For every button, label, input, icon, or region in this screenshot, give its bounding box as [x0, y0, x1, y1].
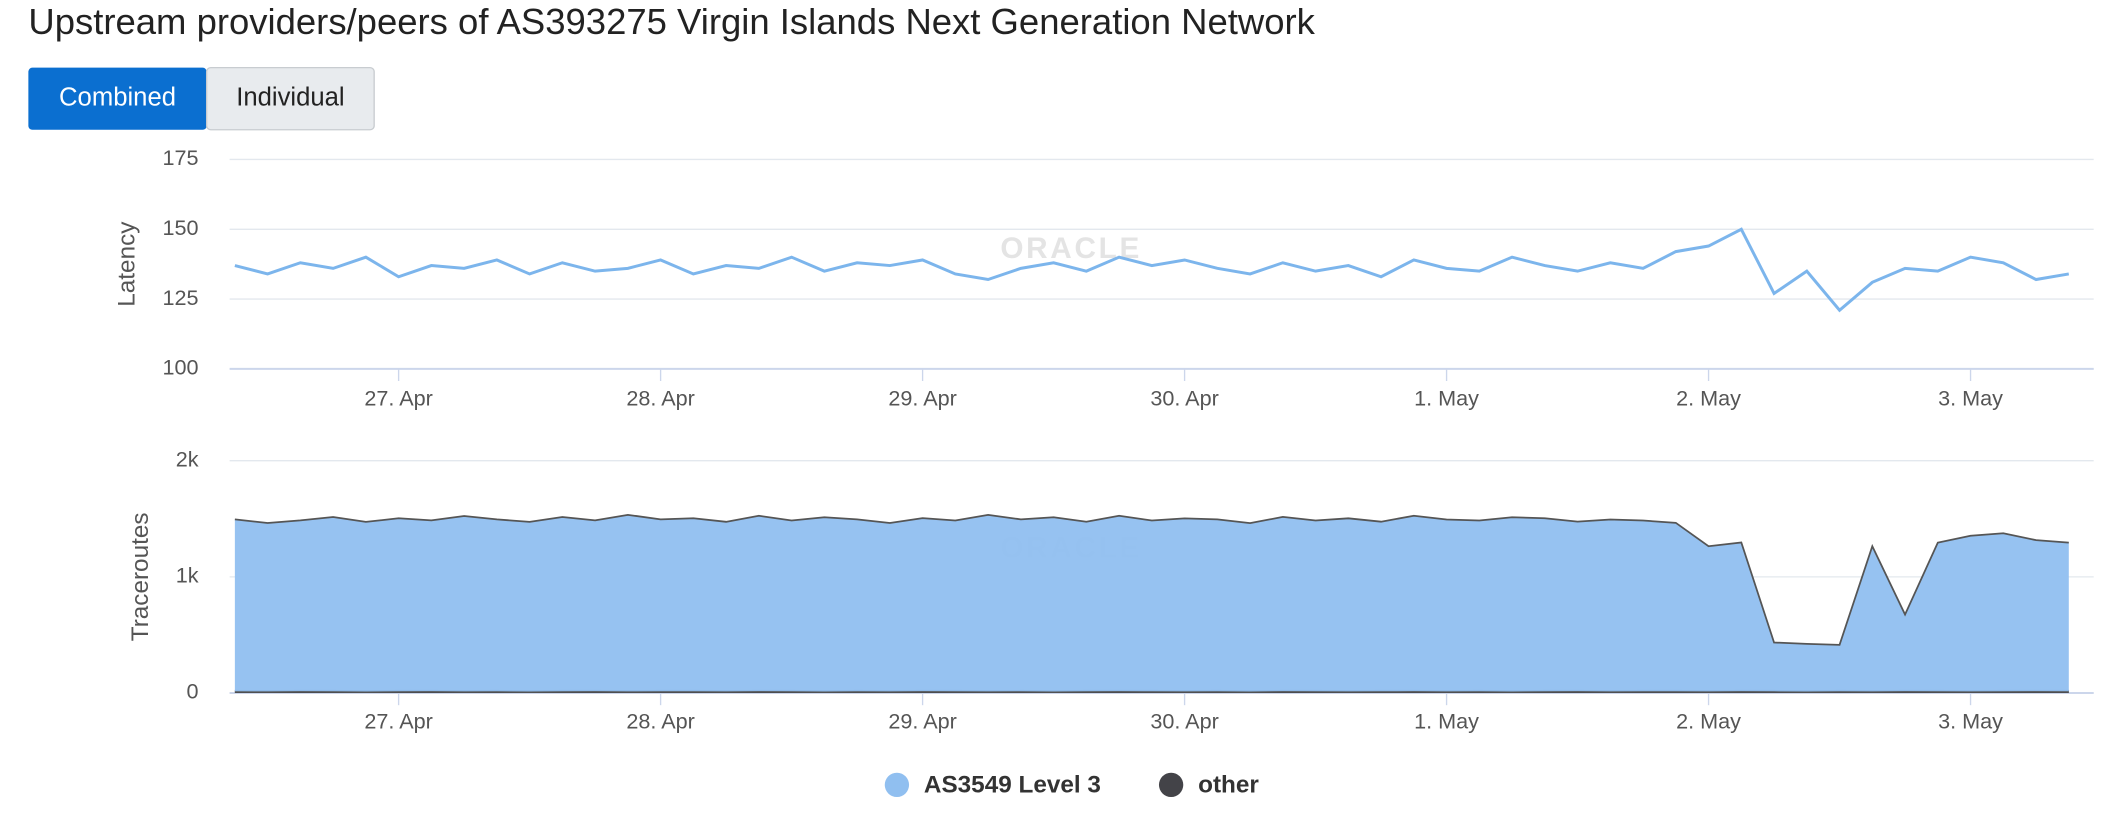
- x-tick-label: 3. May: [1938, 708, 2003, 733]
- x-tick-label: 1. May: [1414, 386, 1479, 411]
- x-tick-label: 2. May: [1676, 708, 1741, 733]
- area: [234, 514, 2069, 692]
- x-tick-label: 30. Apr: [1150, 386, 1218, 411]
- legend-label: other: [1198, 772, 1259, 799]
- y-tick-label: 1k: [176, 563, 199, 588]
- y-axis-title: Traceroutes: [127, 512, 154, 641]
- y-tick-label: 175: [163, 145, 199, 170]
- x-tick-label: 30. Apr: [1150, 708, 1218, 733]
- y-tick-label: 100: [163, 355, 199, 380]
- x-tick-label: 27. Apr: [364, 708, 432, 733]
- y-tick-label: 2k: [176, 446, 199, 471]
- y-tick-label: 0: [187, 679, 199, 704]
- x-tick-label: 29. Apr: [888, 386, 956, 411]
- individual-button[interactable]: [205, 66, 375, 131]
- y-axis-title: Latency: [114, 221, 141, 307]
- area-line: [234, 513, 2069, 646]
- x-tick-label: 27. Apr: [364, 386, 432, 411]
- x-tick-label: 28. Apr: [626, 386, 694, 411]
- combined-label[interactable]: Combined: [59, 83, 176, 111]
- x-tick-label: 28. Apr: [626, 708, 694, 733]
- x-tick-label: 3. May: [1938, 386, 2003, 411]
- watermark: ORACLE: [1000, 232, 1142, 265]
- latency-line: [234, 227, 2070, 313]
- page-title: Upstream providers/peers of AS393275 Vir…: [28, 1, 1315, 42]
- x-tick-label: 1. May: [1414, 708, 1479, 733]
- y-tick-label: 150: [163, 215, 199, 240]
- individual-label[interactable]: Individual: [236, 83, 344, 111]
- legend-marker: [884, 772, 910, 798]
- legend-marker: [1158, 772, 1184, 798]
- x-tick-label: 2. May: [1676, 386, 1741, 411]
- x-tick-label: 29. Apr: [888, 708, 956, 733]
- legend-label: AS3549 Level 3: [924, 772, 1101, 799]
- combined-button[interactable]: [28, 67, 207, 130]
- y-tick-label: 125: [163, 285, 199, 310]
